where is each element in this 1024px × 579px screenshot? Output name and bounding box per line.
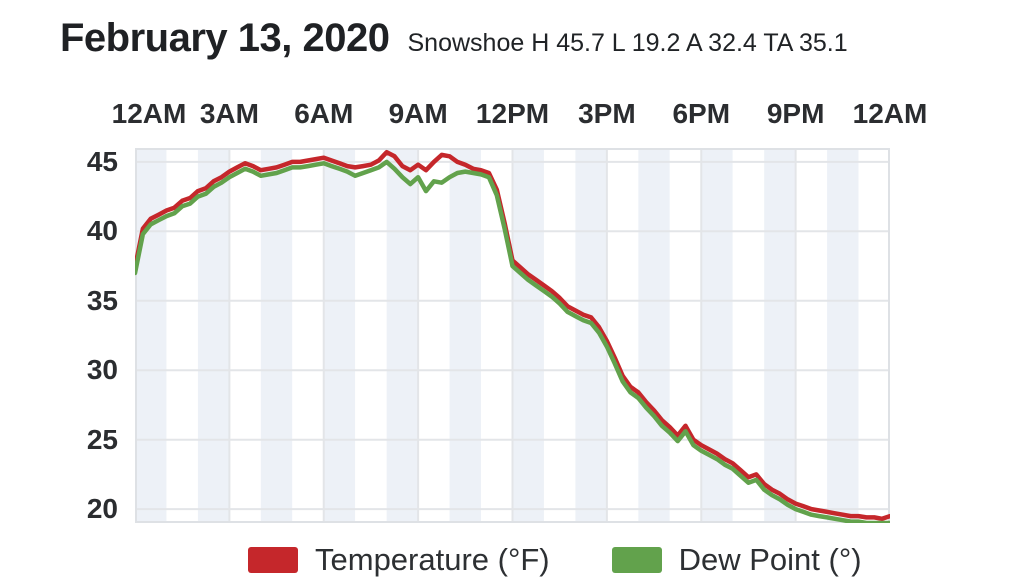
y-tick-label-30: 30 xyxy=(86,354,118,386)
legend-label: Temperature (°F) xyxy=(315,542,550,577)
y-tick-label-25: 25 xyxy=(86,423,118,455)
hour-band xyxy=(197,148,230,523)
dew-point-line xyxy=(135,159,890,523)
chart-legend: Temperature (°F) Dew Point (°) xyxy=(248,543,862,577)
legend-item-dew-point: Dew Point (°) xyxy=(611,542,862,577)
legend-item-temperature: Temperature (°F) xyxy=(248,543,550,577)
hour-band xyxy=(355,148,387,523)
legend-label: Dew Point (°) xyxy=(678,542,862,577)
chart-header: February 13, 2020 Snowshoe H 45.7 L 19.2… xyxy=(60,14,848,62)
x-tick-label-6am: 6AM xyxy=(294,98,354,129)
hour-band xyxy=(669,148,702,523)
legend-swatch-icon xyxy=(611,547,662,573)
hour-band xyxy=(135,148,167,523)
hour-band xyxy=(512,148,544,523)
hour-band xyxy=(418,148,450,523)
x-tick-label-3pm: 3PM xyxy=(578,98,636,129)
hour-band xyxy=(764,148,796,523)
hour-band xyxy=(606,148,639,523)
hour-band xyxy=(732,148,765,523)
x-tick-label-6pm: 6PM xyxy=(672,98,731,129)
hour-band xyxy=(858,148,890,523)
hour-band xyxy=(481,148,513,523)
hour-band xyxy=(795,148,828,523)
page-title: February 13, 2020 xyxy=(60,16,390,60)
hour-band xyxy=(386,148,419,523)
y-tick-label-35: 35 xyxy=(86,284,118,316)
x-tick-label-9am: 9AM xyxy=(388,98,448,129)
hour-band xyxy=(229,148,261,523)
y-tick-label-40: 40 xyxy=(86,215,118,247)
x-tick-label-12am: 12AM xyxy=(852,98,928,129)
y-tick-label-45: 45 xyxy=(86,145,118,177)
x-tick-label-9pm: 9PM xyxy=(766,98,825,129)
hour-band xyxy=(543,148,576,523)
hour-band xyxy=(449,148,482,523)
y-tick-label-20: 20 xyxy=(86,493,118,525)
hour-band xyxy=(292,148,324,523)
plot-border xyxy=(135,148,890,523)
hour-band xyxy=(323,148,356,523)
hour-band xyxy=(260,148,293,523)
x-tick-label-12am: 12AM xyxy=(111,98,187,129)
hour-band xyxy=(827,148,859,523)
hour-band xyxy=(638,148,670,523)
legend-swatch-icon xyxy=(248,547,298,573)
station-summary: Snowshoe H 45.7 L 19.2 A 32.4 TA 35.1 xyxy=(407,29,848,57)
plot-area[interactable] xyxy=(135,148,890,523)
x-tick-label-12pm: 12PM xyxy=(475,98,550,129)
x-tick-label-3am: 3AM xyxy=(199,98,259,129)
